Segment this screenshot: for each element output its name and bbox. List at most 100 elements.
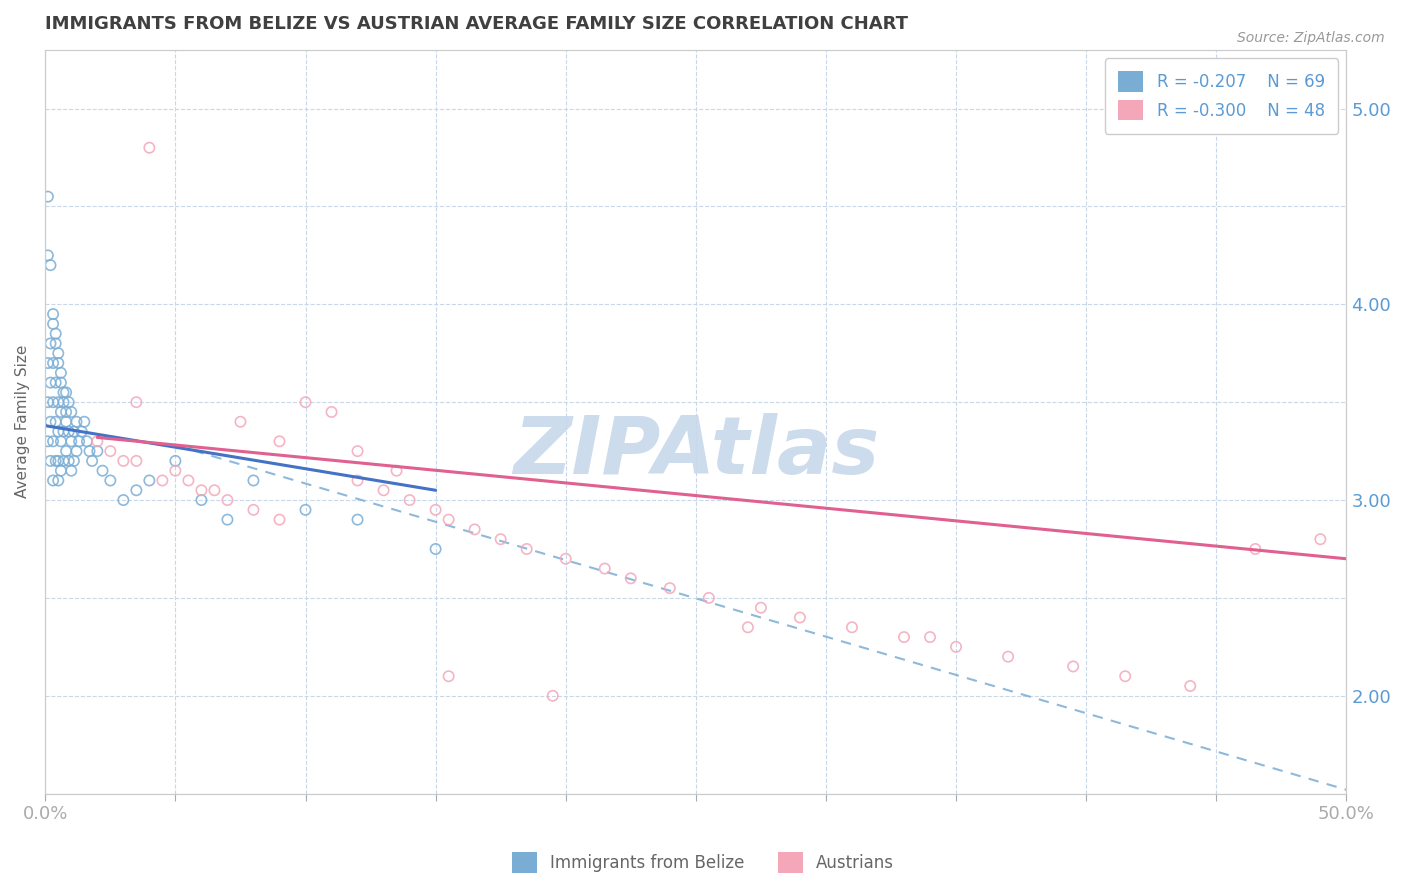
Text: ZIPAtlas: ZIPAtlas (513, 412, 879, 491)
Point (242, 503, 264, 517)
Point (125, 483, 148, 498)
Point (37, 248, 59, 262)
Point (42, 356, 65, 370)
Point (76, 434, 98, 449)
Point (65, 444, 87, 458)
Point (46, 425, 69, 439)
Point (294, 395, 316, 409)
Point (269, 434, 291, 449)
Point (58, 454, 80, 468)
Point (125, 395, 148, 409)
Point (138, 474, 160, 488)
Point (385, 464, 408, 478)
Point (165, 464, 187, 478)
Point (67, 434, 90, 449)
Point (46, 395, 69, 409)
Point (217, 513, 239, 527)
Point (42, 317, 65, 331)
Point (82, 454, 104, 468)
Point (346, 444, 368, 458)
Point (138, 141, 160, 155)
Point (65, 415, 87, 429)
Point (70, 425, 93, 439)
Point (52, 385, 75, 400)
Point (86, 444, 108, 458)
Point (86, 434, 108, 449)
Point (45, 454, 67, 468)
Point (464, 523, 486, 537)
Point (73, 415, 96, 429)
Point (42, 474, 65, 488)
Point (1114, 669, 1136, 683)
Point (98, 444, 121, 458)
Point (45, 376, 67, 390)
Legend: R = -0.207    N = 69, R = -0.300    N = 48: R = -0.207 N = 69, R = -0.300 N = 48 (1105, 58, 1339, 134)
Point (49, 464, 72, 478)
Point (150, 474, 173, 488)
Point (204, 483, 226, 498)
Point (112, 454, 135, 468)
Point (749, 600, 772, 615)
Point (46, 454, 69, 468)
Point (737, 620, 759, 634)
Text: Source: ZipAtlas.com: Source: ZipAtlas.com (1237, 31, 1385, 45)
Point (39, 376, 62, 390)
Point (177, 474, 200, 488)
Point (190, 483, 212, 498)
Point (997, 649, 1019, 664)
Point (658, 581, 681, 595)
Point (49, 434, 72, 449)
Point (42, 395, 65, 409)
Point (42, 434, 65, 449)
Point (217, 493, 239, 508)
Point (190, 493, 212, 508)
Point (39, 336, 62, 351)
Point (1180, 679, 1202, 693)
Point (321, 405, 343, 419)
Point (55, 444, 77, 458)
Point (60, 405, 83, 419)
Point (52, 454, 75, 468)
Point (91, 464, 114, 478)
Point (437, 669, 460, 683)
Point (63, 454, 86, 468)
Point (112, 493, 135, 508)
Point (554, 551, 576, 566)
Point (398, 493, 420, 508)
Point (516, 541, 538, 556)
Point (52, 425, 75, 439)
Point (58, 395, 80, 409)
Y-axis label: Average Family Size: Average Family Size (15, 345, 30, 499)
Point (37, 356, 59, 370)
Point (165, 454, 187, 468)
Point (593, 561, 616, 575)
Point (79, 444, 101, 458)
Point (620, 571, 643, 585)
Point (945, 640, 967, 654)
Point (294, 503, 316, 517)
Point (346, 513, 368, 527)
Point (1244, 541, 1267, 556)
Point (49, 405, 72, 419)
Point (242, 474, 264, 488)
Point (98, 474, 121, 488)
Point (893, 630, 915, 644)
Point (789, 610, 811, 624)
Point (42, 307, 65, 321)
Point (39, 454, 62, 468)
Point (55, 385, 77, 400)
Point (425, 541, 447, 556)
Legend: Immigrants from Belize, Austrians: Immigrants from Belize, Austrians (505, 846, 901, 880)
Point (541, 689, 564, 703)
Point (697, 591, 720, 605)
Point (489, 532, 512, 546)
Point (45, 415, 67, 429)
Point (55, 405, 77, 419)
Point (45, 336, 67, 351)
Point (1309, 532, 1331, 546)
Point (37, 434, 59, 449)
Point (373, 483, 395, 498)
Point (841, 620, 863, 634)
Point (52, 395, 75, 409)
Point (918, 630, 941, 644)
